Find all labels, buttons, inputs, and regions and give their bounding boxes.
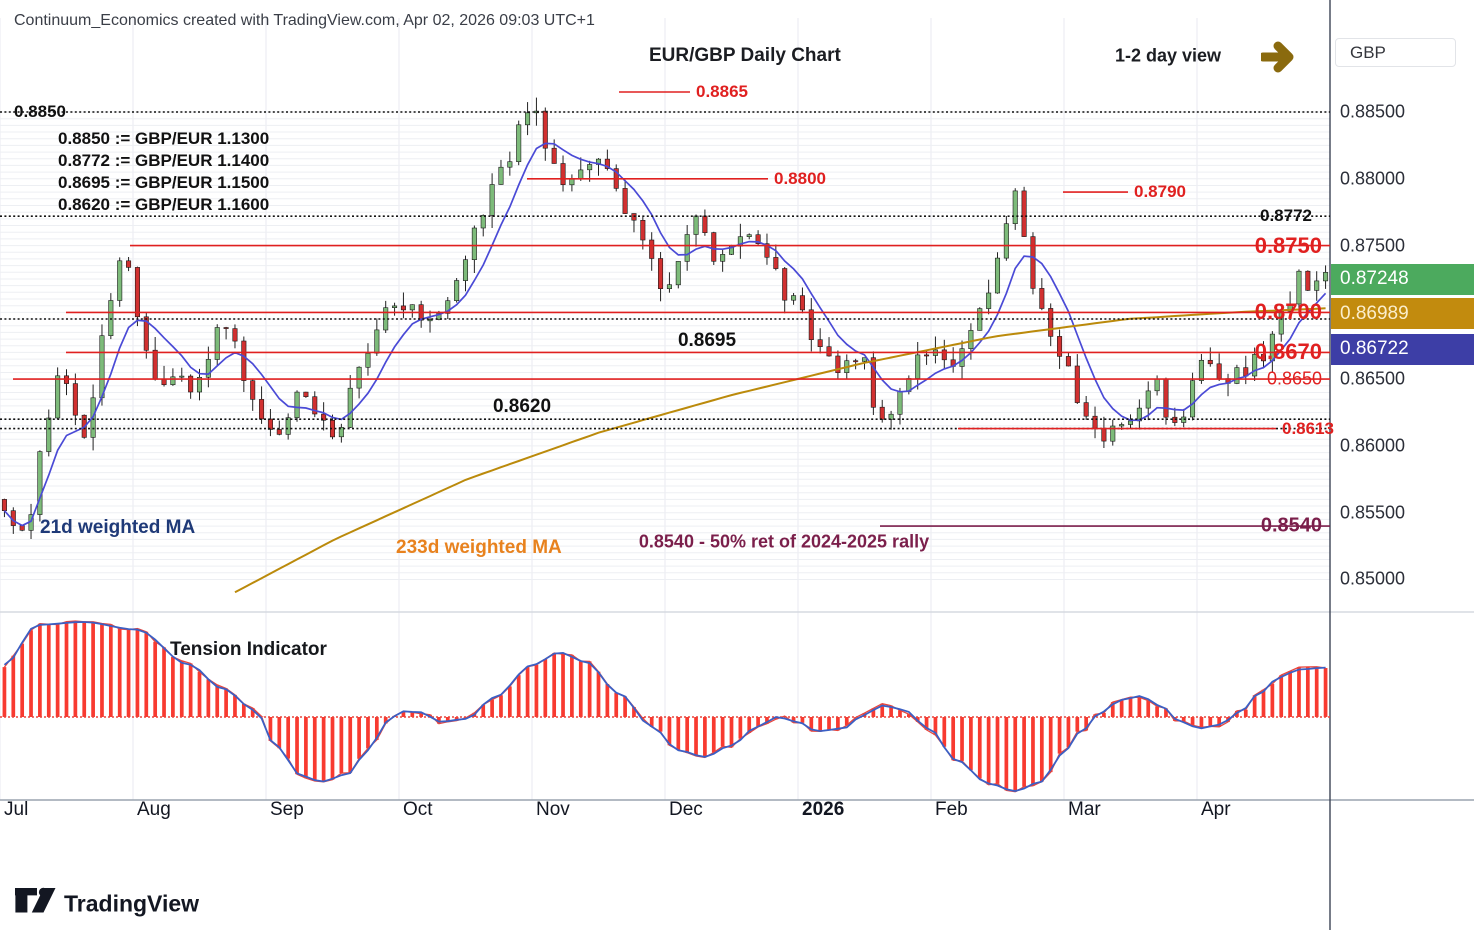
svg-text:TradingView: TradingView — [64, 891, 199, 917]
